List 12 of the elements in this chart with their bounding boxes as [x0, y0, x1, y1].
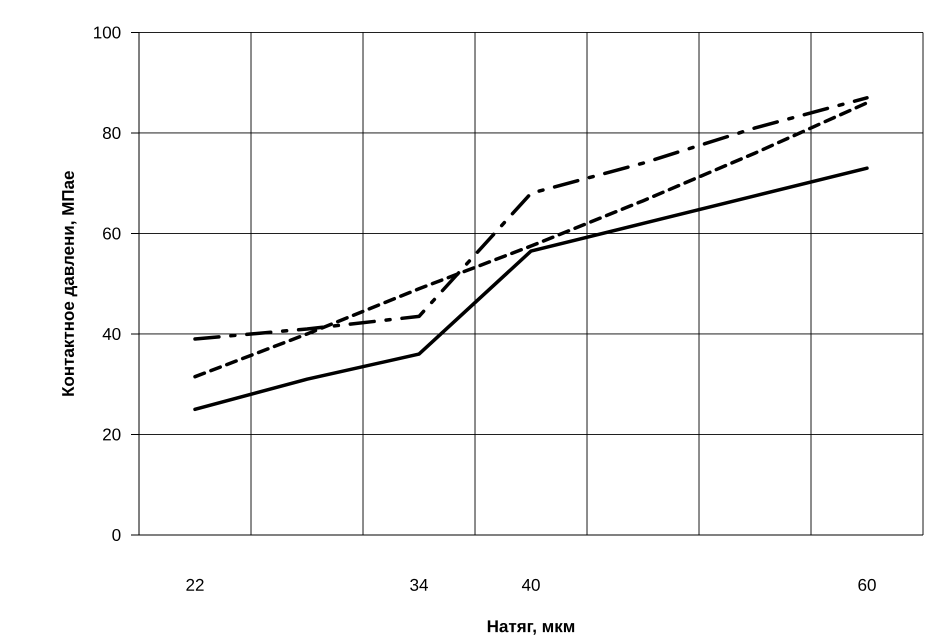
- y-tick-label: 40: [102, 328, 120, 340]
- y-tick-label: 100: [94, 26, 120, 39]
- y-tick-label: 20: [103, 428, 120, 441]
- x-tick-label: 34: [410, 578, 428, 591]
- x-axis-title: Натяг, мкм: [488, 620, 574, 635]
- y-axis-title: Контактное давлени, МПае: [62, 171, 78, 396]
- x-tick-label: 60: [858, 578, 876, 591]
- y-tick-label: 80: [102, 126, 120, 140]
- x-tick-label: 22: [186, 578, 204, 591]
- y-tick-label: 60: [103, 227, 120, 240]
- x-tick-label: 40: [522, 578, 540, 591]
- y-tick-label: 0: [112, 528, 120, 542]
